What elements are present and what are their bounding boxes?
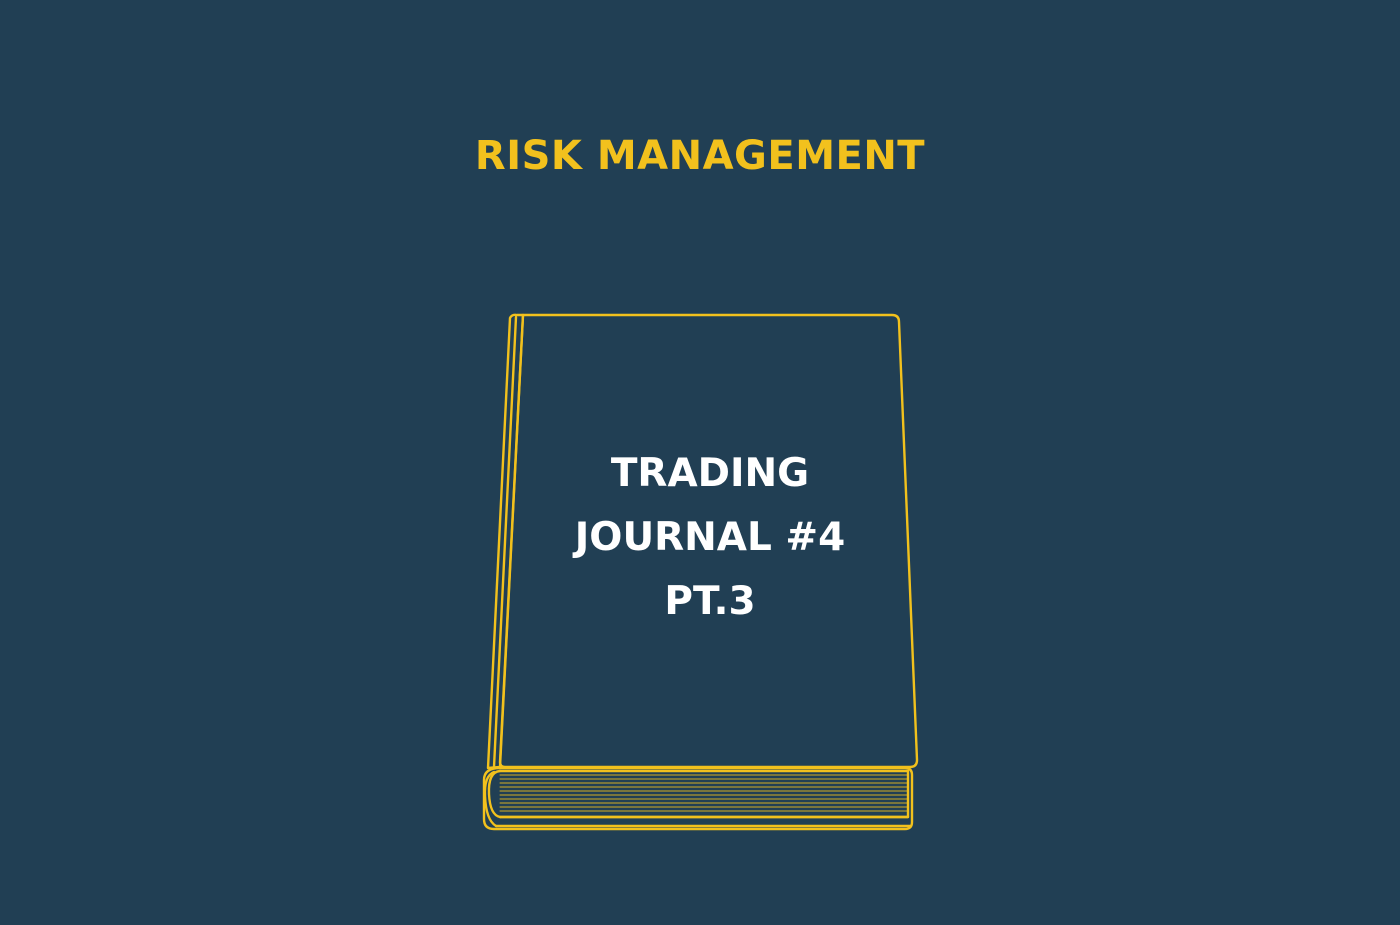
book-cover-title: TRADING JOURNAL #4 PT.3: [500, 442, 920, 634]
cover-title-line-2: JOURNAL #4: [500, 506, 920, 570]
cover-title-line-1: TRADING: [500, 442, 920, 506]
cover-title-line-3: PT.3: [500, 570, 920, 634]
